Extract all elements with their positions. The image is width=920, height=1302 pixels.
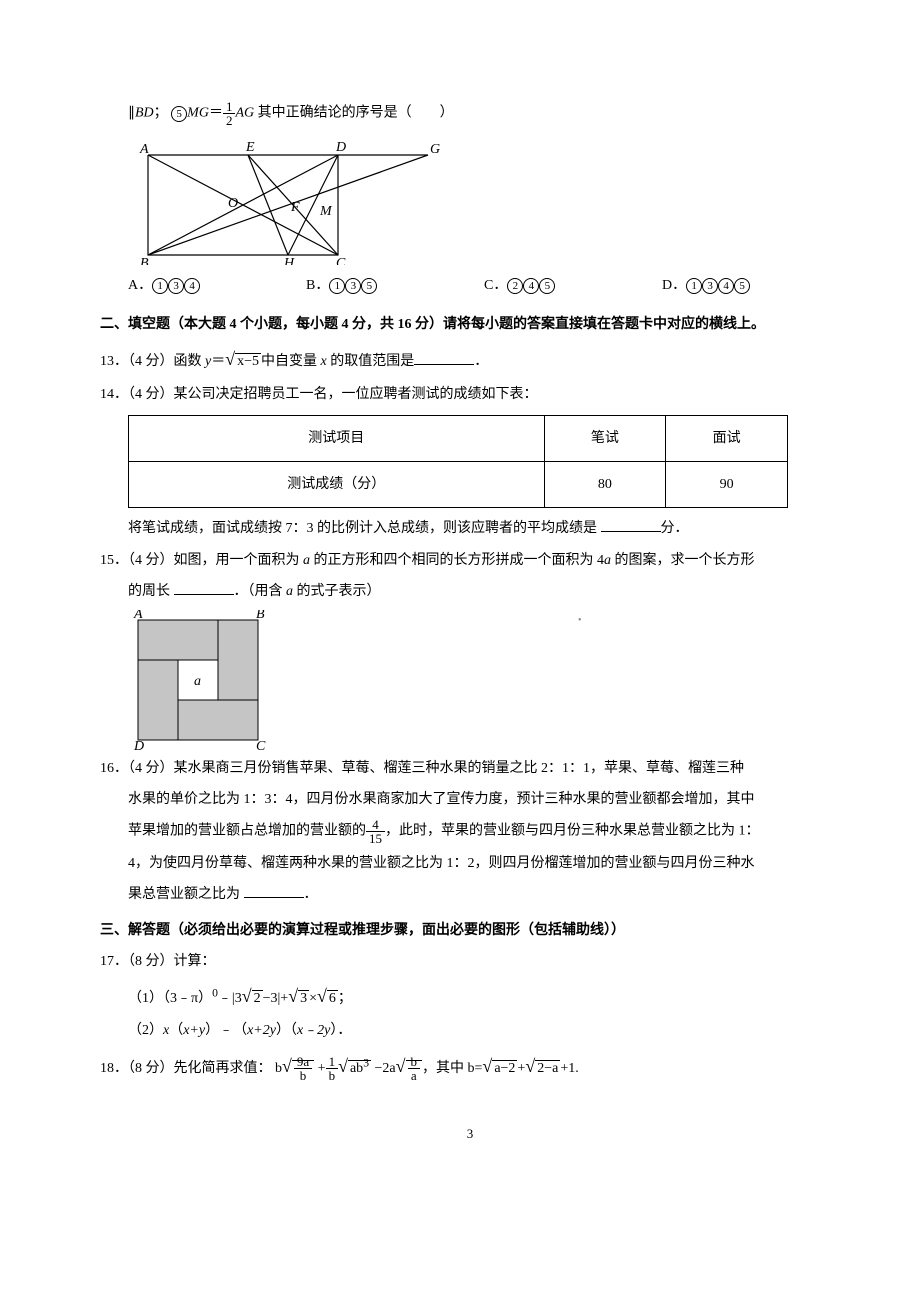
frac-4-15: 415	[366, 818, 385, 845]
q16-line5: 果总营业额之比为 ．	[100, 882, 840, 907]
q17-num: 17．（8 分）计算：	[100, 949, 840, 974]
q17-p1: （1）（3﹣π）0﹣|3√2−3|+√3×√6；	[100, 980, 840, 1012]
blank-q13[interactable]	[414, 351, 474, 365]
label-E: E	[245, 140, 255, 155]
q15-line2: 的周长 ．（用含 a 的式子表示）	[100, 579, 840, 604]
q14-table: 测试项目 笔试 面试 测试成绩（分） 80 90	[128, 415, 788, 508]
q12-suffix: 其中正确结论的序号是（ ）	[254, 106, 454, 121]
label-a: a	[194, 674, 201, 689]
parallel-sym: ∥	[128, 106, 135, 121]
label-G: G	[430, 142, 440, 157]
q15-line1: 15．（4 分）如图，用一个面积为 a 的正方形和四个相同的长方形拼成一个面积为…	[100, 548, 840, 573]
q17-p2: （2）x（x+y）﹣（x+2y）（x﹣2y）．	[100, 1018, 840, 1043]
q18: 18．（8 分）先化简再求值： b√9ab +1b√ab3 −2a√ba，其中 …	[100, 1050, 840, 1082]
q13: 13．（4 分）函数 y＝√x−5中自变量 x 的取值范围是．	[100, 343, 840, 375]
label-C: C	[256, 739, 266, 750]
label-H: H	[283, 256, 295, 265]
blank-q14[interactable]	[601, 518, 661, 532]
label-D: D	[335, 140, 346, 155]
q12-options: A．134 B．135 C．245 D．1345	[100, 273, 840, 298]
table-row: 测试项目 笔试 面试	[129, 415, 788, 461]
q16-line4: 4，为使四月份草莓、榴莲两种水果的营业额之比为 1：2，则四月份榴莲增加的营业额…	[100, 851, 840, 876]
label-F: F	[290, 200, 300, 215]
label-D: D	[133, 739, 144, 750]
th-written: 笔试	[544, 415, 666, 461]
label-C: C	[336, 256, 346, 265]
blank-q15[interactable]	[174, 581, 234, 595]
option-D: D．1345	[662, 273, 840, 298]
table-row: 测试成绩（分） 80 90	[129, 462, 788, 508]
bd: BD	[135, 106, 154, 121]
blank-q16[interactable]	[244, 884, 304, 898]
mg: MG	[187, 106, 209, 121]
option-B: B．135	[306, 273, 484, 298]
label-A: A	[139, 142, 149, 157]
eq: ＝	[209, 106, 223, 121]
q12-figure: A E D G B C O F M H	[128, 135, 448, 265]
label-A: A	[133, 610, 143, 622]
th-interview: 面试	[666, 415, 788, 461]
td-interview: 90	[666, 462, 788, 508]
page-number: 3	[100, 1122, 840, 1145]
option-C: C．245	[484, 273, 662, 298]
label-B: B	[256, 610, 265, 622]
q15-figure: • a A B C D	[128, 610, 268, 750]
option-A: A．134	[128, 273, 306, 298]
section2-heading: 二、填空题（本大题 4 个小题，每小题 4 分，共 16 分）请将每小题的答案直…	[100, 312, 840, 337]
q16-line2: 水果的单价之比为 1：3：4，四月份水果商家加大了宣传力度，预计三种水果的营业额…	[100, 787, 840, 812]
q16-line3: 苹果增加的营业额占总增加的营业额的415，此时，苹果的营业额与四月份三种水果总营…	[100, 818, 840, 845]
td-written: 80	[544, 462, 666, 508]
q14-stem: 14．（4 分）某公司决定招聘员工一名，一位应聘者测试的成绩如下表：	[100, 382, 840, 407]
section3-heading: 三、解答题（必须给出必要的演算过程或推理步骤，面出必要的图形（包括辅助线））	[100, 918, 840, 943]
label-B: B	[140, 256, 149, 265]
td-label: 测试成绩（分）	[129, 462, 545, 508]
th-item: 测试项目	[129, 415, 545, 461]
q14-after: 将笔试成绩，面试成绩按 7：3 的比例计入总成绩，则该应聘者的平均成绩是 分．	[100, 516, 840, 541]
circled-5: 5	[171, 106, 187, 122]
frac-half: 12	[223, 100, 236, 127]
ag: AG	[235, 106, 254, 121]
label-O: O	[228, 196, 238, 211]
q16-line1: 16．（4 分）某水果商三月份销售苹果、草莓、榴莲三种水果的销量之比 2：1：1…	[100, 756, 840, 781]
semicolon: ；	[154, 106, 168, 121]
label-M: M	[319, 204, 333, 219]
q12-partial-line: ∥BD； 5MG＝12AG 其中正确结论的序号是（ ）	[100, 100, 840, 127]
dot-marker: •	[578, 612, 582, 630]
